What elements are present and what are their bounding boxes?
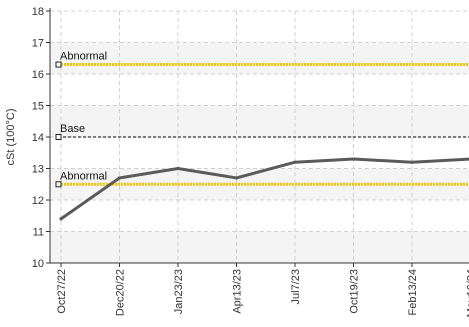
reference-line-marker (55, 134, 62, 140)
y-tick-label: 13 (32, 164, 44, 176)
plot-band (50, 74, 469, 106)
plot-band (50, 11, 469, 43)
data-point (59, 217, 63, 221)
x-tick-label: Oct19/23 (349, 269, 361, 314)
plot-background-bands (50, 11, 469, 263)
data-point (234, 176, 239, 180)
plot-band (50, 200, 469, 232)
y-tick-label: 11 (33, 227, 44, 239)
series-line (59, 157, 469, 221)
data-point (351, 157, 356, 161)
series-group (59, 157, 469, 221)
x-tick-label: Apr13/23 (232, 269, 244, 314)
x-tick-label: Dec20/22 (115, 269, 127, 316)
reference-line-marker (55, 181, 62, 188)
reference-line-label: Abnormal (60, 51, 107, 63)
x-tick-label: Oct27/22 (56, 269, 68, 314)
data-point (176, 166, 180, 171)
reference-line-label: Base (60, 123, 85, 135)
plot-band (50, 105, 469, 137)
y-axis-title: cSt (100°C) (5, 109, 17, 166)
data-point (117, 176, 122, 180)
plot-band (50, 231, 469, 263)
y-tick-label: 16 (32, 69, 44, 81)
x-axis-ticks: Oct27/22 Dec20/22 Jan23/23 Apr13/23 Jul7/23 O… (56, 263, 469, 317)
x-tick-label: Jan23/23 (173, 269, 185, 314)
reference-line-label: Abnormal (60, 170, 107, 182)
data-point (293, 160, 297, 164)
y-tick-label: 18 (32, 6, 44, 18)
x-tick-label: Jul7/23 (290, 269, 302, 304)
y-tick-label: 14 (32, 132, 44, 144)
plot-band (50, 42, 469, 74)
y-tick-label: 10 (32, 258, 44, 270)
reference-line-marker (55, 61, 62, 68)
y-axis-ticks: 10 11 12 13 14 15 16 17 18 (32, 6, 50, 270)
plot-band (50, 137, 469, 169)
y-tick-label: 15 (32, 101, 44, 113)
reference-lines: Abnormal Base Abnormal (55, 51, 469, 188)
y-tick-label: 17 (32, 38, 44, 50)
x-tick-label: Feb13/24 (407, 269, 419, 315)
y-tick-label: 12 (32, 195, 44, 207)
x-tick-label: May16/24 (466, 269, 469, 317)
data-point (410, 160, 414, 164)
